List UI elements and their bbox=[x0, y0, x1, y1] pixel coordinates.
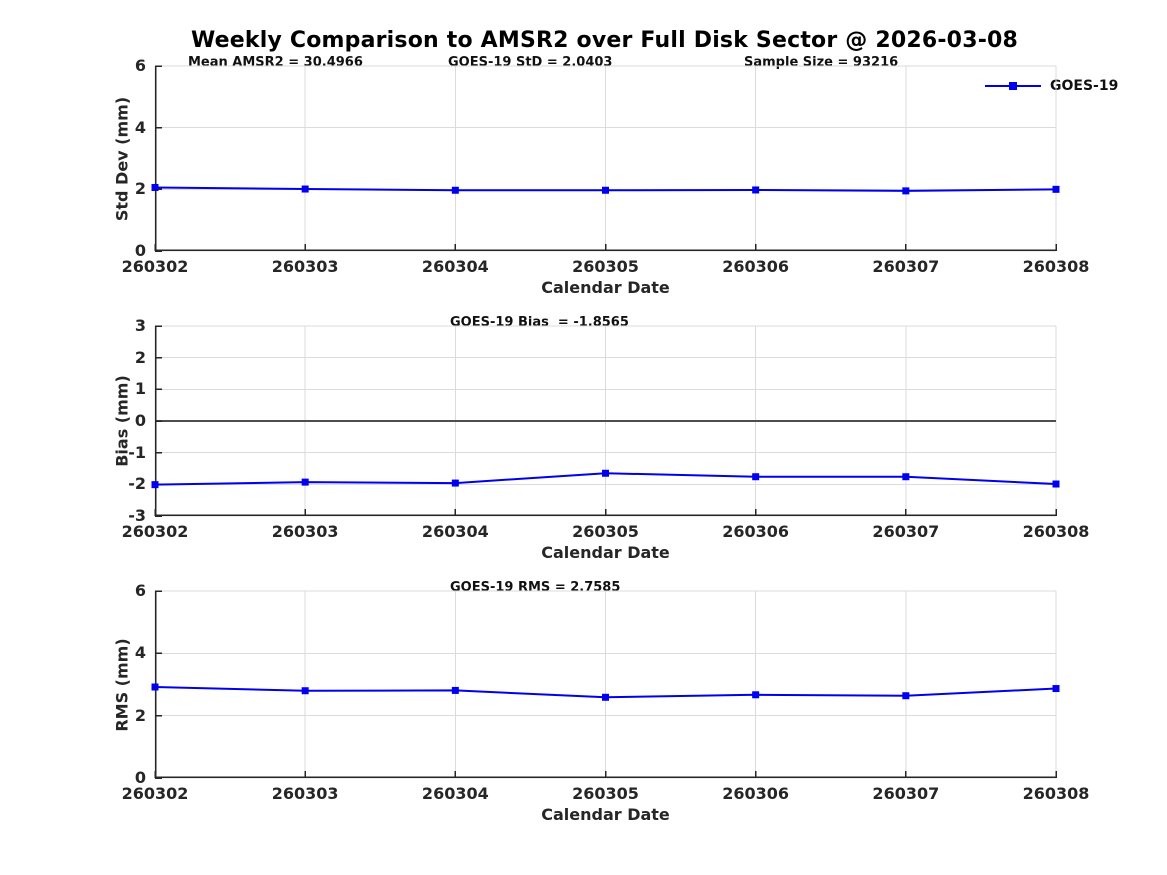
data-point-marker bbox=[451, 186, 459, 194]
data-point-marker bbox=[451, 686, 459, 694]
x-tick-label: 260305 bbox=[572, 522, 639, 541]
data-point-marker bbox=[151, 183, 159, 191]
y-tick-label: 2 bbox=[134, 347, 146, 367]
y-tick-label: 6 bbox=[134, 581, 146, 600]
y-axis-title: RMS (mm) bbox=[112, 637, 132, 732]
x-axis-title: Calendar Date bbox=[541, 805, 670, 824]
y-axis-title: Std Dev (mm) bbox=[112, 96, 132, 221]
x-tick-label: 260308 bbox=[1022, 522, 1090, 541]
x-tick-label: 260306 bbox=[722, 522, 790, 541]
data-point-marker bbox=[902, 187, 910, 195]
y-tick-label: 0 bbox=[134, 411, 146, 430]
y-tick-label: -1 bbox=[128, 442, 146, 462]
x-tick-label: 260307 bbox=[872, 522, 940, 541]
x-tick-label: 260305 bbox=[572, 784, 639, 803]
x-tick-label: 260307 bbox=[872, 257, 940, 276]
y-tick-label: 2 bbox=[134, 705, 146, 725]
y-tick-label: 3 bbox=[134, 316, 146, 335]
y-tick-label: 6 bbox=[134, 56, 146, 75]
data-point-marker bbox=[752, 691, 760, 699]
data-point-marker bbox=[301, 687, 309, 695]
x-tick-label: 260304 bbox=[421, 257, 489, 276]
x-axis-title: Calendar Date bbox=[541, 543, 670, 562]
data-point-marker bbox=[902, 473, 910, 481]
y-tick-label: -2 bbox=[128, 474, 146, 494]
x-tick-label: 260302 bbox=[121, 257, 189, 276]
data-point-marker bbox=[1052, 480, 1060, 488]
data-point-marker bbox=[602, 693, 609, 701]
legend-line-sample bbox=[985, 82, 1041, 90]
x-tick-label: 260308 bbox=[1022, 784, 1090, 803]
plot-area-1 bbox=[151, 325, 1060, 517]
legend-square-marker-icon bbox=[1009, 82, 1017, 90]
x-tick-label: 260306 bbox=[722, 784, 790, 803]
y-axis-title: Bias (mm) bbox=[112, 375, 132, 467]
x-tick-label: 260304 bbox=[421, 522, 489, 541]
x-tick-label: 260302 bbox=[121, 522, 189, 541]
x-tick-label: 260303 bbox=[271, 784, 339, 803]
plot-area-2 bbox=[151, 590, 1060, 779]
y-tick-label: 4 bbox=[134, 117, 146, 137]
x-tick-label: 260303 bbox=[271, 522, 339, 541]
data-point-marker bbox=[752, 473, 760, 481]
data-point-marker bbox=[752, 186, 760, 194]
x-tick-label: 260302 bbox=[121, 784, 189, 803]
y-tick-label: 2 bbox=[134, 179, 146, 199]
x-tick-label: 260305 bbox=[572, 257, 639, 276]
data-point-marker bbox=[602, 186, 609, 194]
data-point-marker bbox=[151, 481, 159, 489]
data-point-marker bbox=[301, 478, 309, 486]
data-point-marker bbox=[902, 692, 910, 700]
data-point-marker bbox=[451, 479, 459, 487]
x-tick-label: 260308 bbox=[1022, 257, 1090, 276]
y-tick-label: -3 bbox=[128, 506, 146, 525]
x-tick-label: 260306 bbox=[722, 257, 790, 276]
plot-area-0 bbox=[151, 65, 1060, 252]
data-point-marker bbox=[151, 683, 159, 691]
data-point-marker bbox=[1052, 185, 1060, 193]
data-point-marker bbox=[1052, 685, 1060, 693]
data-point-marker bbox=[301, 185, 309, 193]
x-axis-title: Calendar Date bbox=[541, 278, 670, 297]
y-tick-label: 1 bbox=[134, 379, 146, 399]
legend-label: GOES-19 bbox=[1050, 78, 1119, 94]
data-point-marker bbox=[602, 469, 609, 477]
x-tick-label: 260304 bbox=[421, 784, 489, 803]
chart-title: Weekly Comparison to AMSR2 over Full Dis… bbox=[190, 28, 1019, 53]
x-tick-label: 260307 bbox=[872, 784, 940, 803]
y-tick-label: 4 bbox=[134, 643, 146, 663]
y-tick-label: 0 bbox=[134, 241, 146, 260]
legend: GOES-19 bbox=[983, 77, 1167, 95]
x-tick-label: 260303 bbox=[271, 257, 339, 276]
y-tick-label: 0 bbox=[134, 768, 146, 787]
